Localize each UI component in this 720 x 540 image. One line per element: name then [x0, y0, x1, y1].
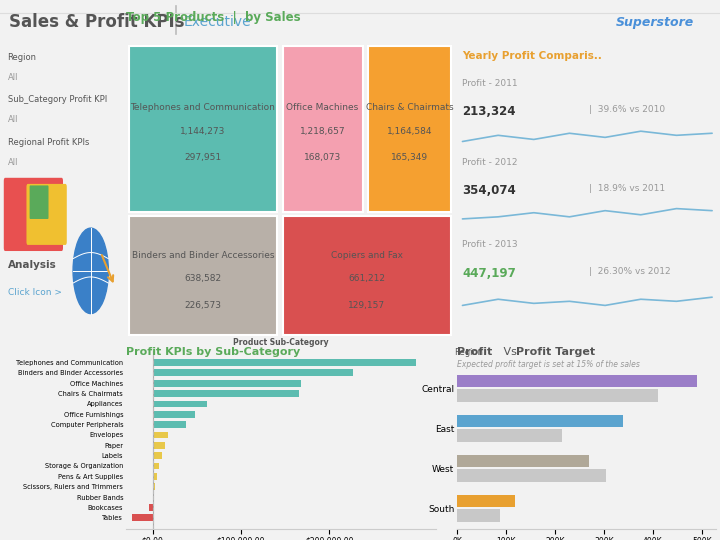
Text: Office Machines: Office Machines: [287, 104, 359, 112]
Bar: [153, 359, 416, 366]
Bar: [457, 455, 589, 468]
Text: 1,164,584: 1,164,584: [387, 127, 432, 136]
Bar: [153, 463, 159, 469]
Text: 297,951: 297,951: [184, 153, 222, 163]
Text: All: All: [7, 115, 18, 124]
Text: Region: Region: [7, 53, 37, 62]
Bar: [129, 45, 277, 212]
Text: Analysis: Analysis: [7, 260, 56, 270]
Text: 638,582: 638,582: [184, 274, 222, 283]
FancyBboxPatch shape: [27, 184, 67, 245]
Text: Sales & Profit KPIs: Sales & Profit KPIs: [9, 14, 184, 31]
Bar: [368, 45, 451, 212]
FancyBboxPatch shape: [30, 185, 48, 219]
Text: Profit Target: Profit Target: [516, 347, 595, 357]
Text: Top 5 Products  |  by Sales: Top 5 Products | by Sales: [126, 11, 301, 24]
Text: Chairs & Chairmats: Chairs & Chairmats: [366, 104, 453, 112]
Bar: [153, 369, 353, 376]
Bar: [153, 473, 156, 480]
Text: Regional Profit KPIs: Regional Profit KPIs: [7, 138, 89, 147]
Bar: [282, 45, 363, 212]
Bar: [148, 504, 153, 511]
Text: Click Icon >: Click Icon >: [7, 288, 62, 296]
Text: Superstore: Superstore: [616, 16, 694, 29]
Bar: [153, 421, 186, 428]
Text: 1,218,657: 1,218,657: [300, 127, 346, 136]
Text: Binders and Binder Accessories: Binders and Binder Accessories: [132, 251, 274, 260]
Bar: [153, 431, 168, 438]
Bar: [129, 216, 277, 335]
Text: 165,349: 165,349: [391, 153, 428, 163]
Text: 213,324: 213,324: [462, 105, 516, 118]
Bar: [457, 429, 562, 442]
Bar: [282, 216, 451, 335]
Text: 226,573: 226,573: [184, 301, 222, 309]
Text: All: All: [7, 72, 18, 82]
Bar: [153, 411, 195, 417]
Bar: [153, 442, 165, 449]
Text: 1,144,273: 1,144,273: [180, 127, 225, 136]
Text: Copiers and Fax: Copiers and Fax: [330, 251, 402, 260]
Text: |  26.30% vs 2012: | 26.30% vs 2012: [589, 267, 670, 276]
Bar: [153, 483, 155, 490]
Text: Telephones and Communication: Telephones and Communication: [130, 104, 276, 112]
Bar: [457, 495, 515, 508]
Text: |  18.9% vs 2011: | 18.9% vs 2011: [589, 185, 665, 193]
Text: Profit - 2012: Profit - 2012: [462, 158, 518, 167]
Text: 168,073: 168,073: [304, 153, 341, 163]
Text: Profit - 2011: Profit - 2011: [462, 78, 518, 87]
Bar: [457, 415, 624, 427]
Text: 354,074: 354,074: [462, 185, 516, 198]
Circle shape: [73, 228, 108, 314]
FancyBboxPatch shape: [4, 178, 63, 251]
Text: Profit - 2013: Profit - 2013: [462, 240, 518, 249]
Text: Executive: Executive: [184, 15, 251, 29]
Bar: [153, 401, 207, 407]
Text: 129,157: 129,157: [348, 301, 385, 309]
Text: Product Sub-Category: Product Sub-Category: [233, 339, 328, 347]
Text: 447,197: 447,197: [462, 267, 516, 280]
Text: Region: Region: [454, 348, 484, 357]
Text: |  39.6% vs 2010: | 39.6% vs 2010: [589, 105, 665, 114]
Text: Profit: Profit: [457, 347, 492, 357]
Bar: [153, 453, 162, 459]
Bar: [457, 389, 657, 402]
Bar: [132, 515, 153, 521]
Text: 661,212: 661,212: [348, 274, 385, 283]
Bar: [457, 509, 500, 522]
Text: Sub_Category Profit KPI: Sub_Category Profit KPI: [7, 96, 107, 104]
Text: All: All: [7, 158, 18, 167]
Text: Yearly Profit Comparis..: Yearly Profit Comparis..: [462, 51, 603, 60]
Text: Expected profit target is set at 15% of the sales: Expected profit target is set at 15% of …: [457, 360, 640, 369]
Bar: [153, 380, 301, 387]
Bar: [457, 469, 606, 482]
Bar: [457, 375, 697, 387]
Text: Profit KPIs by Sub-Category: Profit KPIs by Sub-Category: [126, 347, 300, 357]
Bar: [153, 390, 299, 397]
Text: Vs: Vs: [500, 347, 521, 357]
